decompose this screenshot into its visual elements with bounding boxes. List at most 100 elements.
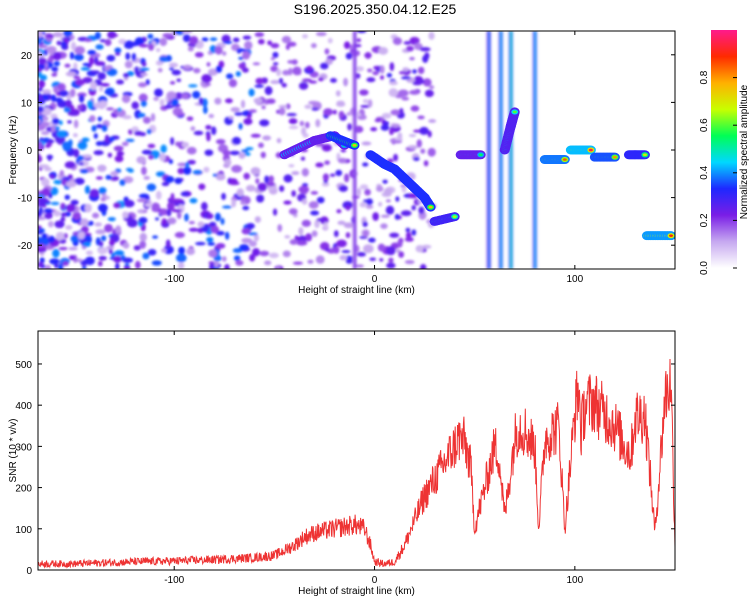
noise-blob [110, 171, 119, 176]
noise-blob [204, 82, 211, 87]
noise-blob [321, 143, 332, 152]
noise-blob [405, 232, 412, 239]
noise-blob [177, 162, 188, 167]
noise-blob [70, 41, 77, 51]
noise-blob [137, 112, 146, 118]
noise-blob [366, 77, 376, 83]
noise-blob [65, 180, 77, 188]
noise-blob [402, 67, 410, 72]
noise-blob [164, 175, 175, 183]
noise-blob [250, 167, 261, 176]
noise-blob [429, 85, 435, 90]
noise-blob [367, 68, 373, 73]
noise-blob [375, 185, 384, 192]
noise-blob [171, 98, 179, 107]
noise-blob [378, 46, 389, 55]
noise-blob [419, 264, 427, 269]
noise-blob [65, 71, 77, 77]
noise-blob [117, 107, 122, 112]
noise-blob [301, 78, 312, 82]
noise-blob [327, 37, 333, 44]
noise-blob [137, 209, 145, 214]
noise-blob [367, 99, 373, 108]
noise-blob [361, 141, 372, 146]
noise-blob [228, 79, 238, 88]
noise-blob [324, 160, 330, 165]
noise-blob [239, 244, 250, 251]
vertical-streak [353, 31, 356, 269]
noise-blob [56, 130, 68, 138]
noise-blob [400, 210, 412, 217]
noise-blob [194, 241, 206, 246]
noise-blob [38, 124, 46, 131]
noise-blob [200, 202, 208, 211]
noise-blob [146, 128, 152, 135]
noise-blob [422, 78, 432, 87]
noise-blob [55, 231, 65, 241]
noise-blob [167, 217, 177, 225]
noise-blob [171, 69, 182, 76]
noise-blob [249, 253, 256, 262]
noise-blob [301, 34, 309, 39]
ridge-core [512, 110, 517, 114]
noise-blob [74, 177, 85, 185]
noise-blob [305, 121, 310, 129]
noise-blob [166, 91, 177, 100]
y-tick-label: 200 [15, 484, 32, 495]
x-axis-label: Height of straight line (km) [298, 285, 415, 296]
noise-blob [316, 218, 325, 222]
noise-blob [323, 108, 334, 116]
noise-blob [329, 173, 336, 177]
noise-blob [264, 86, 273, 96]
noise-blob [362, 221, 368, 228]
noise-blob [345, 52, 353, 60]
noise-blob [197, 221, 205, 228]
noise-blob [42, 89, 52, 94]
noise-blob [171, 198, 183, 202]
noise-blob [106, 54, 116, 62]
noise-blob [111, 175, 120, 181]
noise-blob [188, 227, 199, 232]
noise-blob [417, 115, 425, 120]
noise-blob [284, 235, 291, 239]
noise-blob [159, 98, 165, 107]
noise-blob [46, 46, 57, 53]
noise-blob [365, 204, 374, 209]
y-tick-label: 100 [15, 525, 32, 536]
noise-blob [38, 107, 44, 113]
noise-blob [410, 105, 420, 112]
noise-blob [381, 112, 392, 119]
noise-blob [341, 250, 351, 254]
noise-blob [333, 246, 340, 254]
noise-blob [392, 37, 403, 46]
noise-blob [38, 207, 44, 216]
noise-blob [383, 187, 393, 196]
noise-blob [58, 120, 63, 126]
noise-blob [416, 139, 422, 148]
noise-blob [372, 71, 379, 76]
noise-blob [292, 261, 304, 265]
ridge-core [352, 143, 357, 147]
noise-blob [315, 162, 324, 168]
noise-blob [264, 175, 270, 184]
noise-blob [98, 187, 107, 195]
noise-blob [301, 167, 309, 177]
noise-blob [187, 46, 194, 52]
noise-blob [428, 31, 435, 40]
noise-blob [310, 210, 320, 216]
noise-blob [415, 245, 424, 253]
noise-blob [254, 84, 264, 88]
noise-blob [63, 106, 71, 113]
ridge-core [452, 215, 457, 218]
noise-blob [97, 116, 103, 122]
noise-blob [104, 38, 112, 46]
noise-blob [73, 148, 80, 158]
noise-blob [84, 38, 92, 42]
noise-blob [52, 31, 64, 38]
noise-blob [428, 119, 437, 123]
noise-blob [79, 162, 84, 166]
noise-blob [133, 245, 141, 251]
noise-blob [151, 202, 161, 212]
noise-blob [88, 56, 95, 66]
noise-blob [159, 37, 168, 47]
